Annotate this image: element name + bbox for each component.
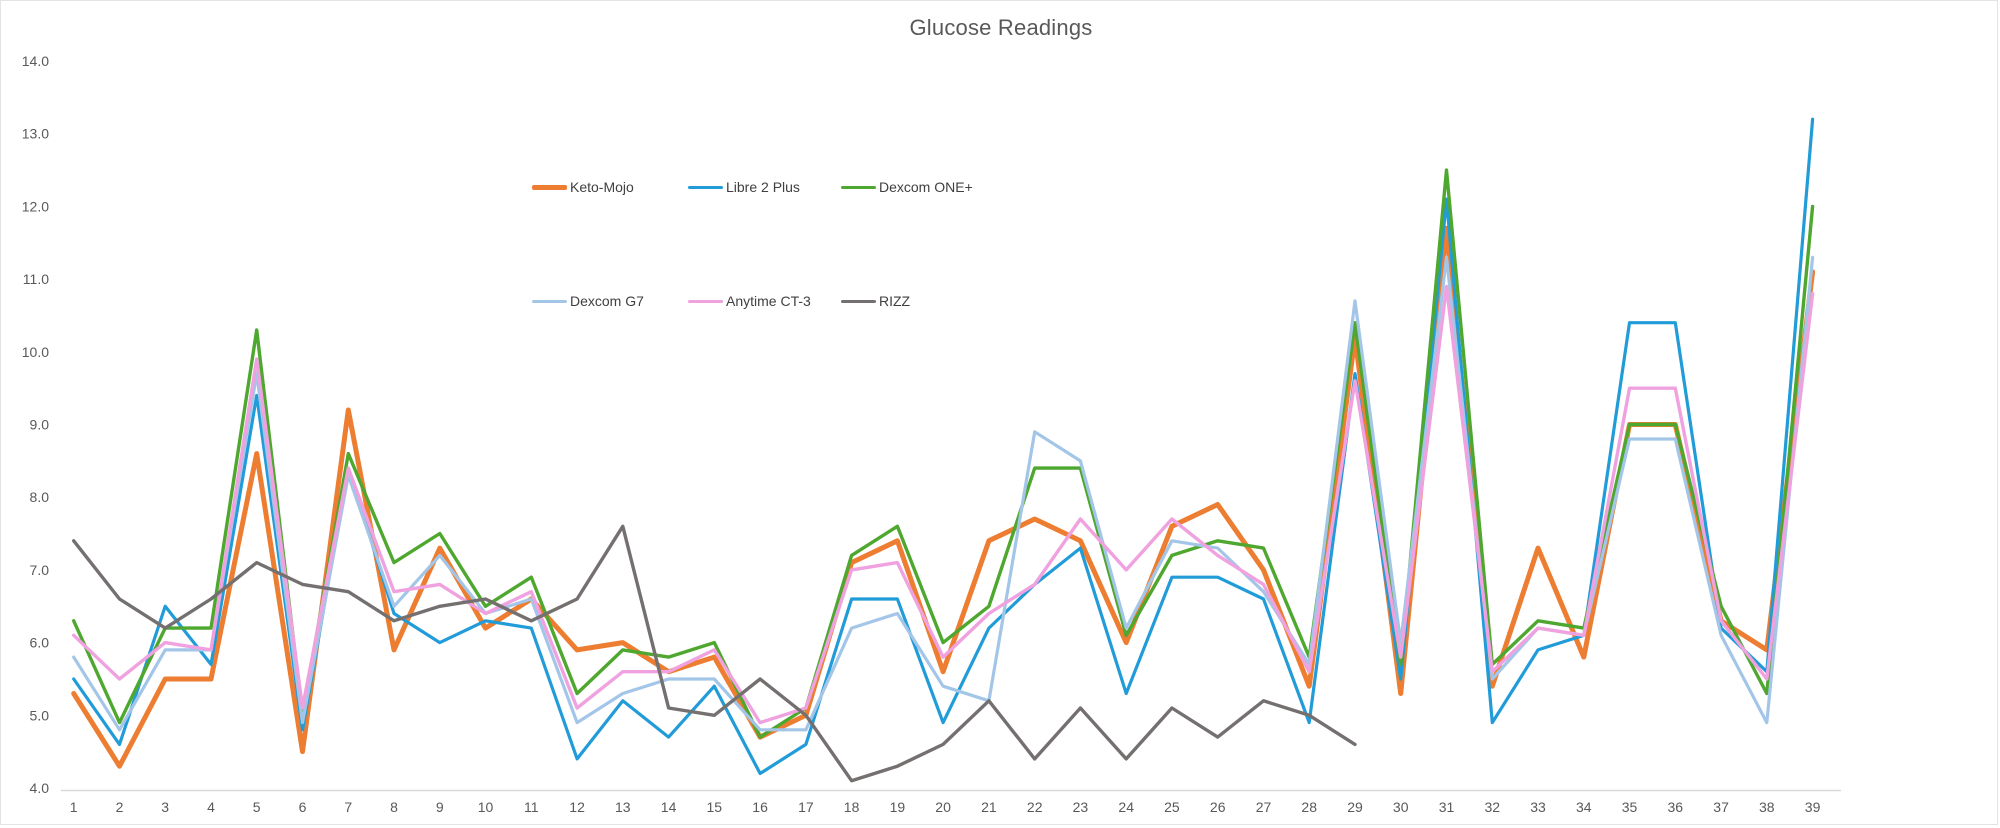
x-axis-tick-label: 8 (390, 799, 398, 815)
x-axis-tick-label: 37 (1713, 799, 1729, 815)
x-axis-tick-label: 34 (1576, 799, 1592, 815)
series-line-anytime-ct-3 (71, 284, 1815, 725)
x-axis-tick-label: 15 (707, 799, 723, 815)
x-axis-tick-label: 29 (1347, 799, 1363, 815)
y-axis-tick-label: 14.0 (22, 53, 49, 69)
x-axis-tick-label: 1 (70, 799, 78, 815)
legend-marker-libre-2-plus-line (688, 185, 723, 189)
x-axis-tick-label: 32 (1485, 799, 1501, 815)
x-axis-tick-label: 27 (1256, 799, 1272, 815)
x-axis-tick-label: 36 (1668, 799, 1684, 815)
x-axis-tick-label: 30 (1393, 799, 1409, 815)
x-axis-tick-label: 23 (1073, 799, 1089, 815)
x-axis-tick-label: 11 (524, 799, 539, 815)
y-axis-tick-label: 4.0 (30, 780, 50, 796)
series-line-dexcom-g7 (72, 255, 1815, 732)
x-axis-tick-label: 2 (116, 799, 124, 815)
y-axis-tick-label: 8.0 (30, 489, 50, 505)
legend-marker-keto-mojo-line (532, 184, 567, 190)
x-axis-tick-label: 9 (436, 799, 444, 815)
x-axis-tick-label: 35 (1622, 799, 1638, 815)
x-axis-tick-label: 10 (478, 799, 494, 815)
series-line-libre-2-plus (72, 117, 1815, 776)
legend-label-rizz: RIZZ (879, 293, 911, 309)
x-axis-tick-label: 5 (253, 799, 261, 815)
legend-label-dexcom-g7: Dexcom G7 (570, 293, 644, 309)
series-line-rizz (71, 524, 1357, 783)
x-axis-tick-label: 24 (1118, 799, 1134, 815)
legend-label-dexcom-one-plus: Dexcom ONE+ (879, 179, 973, 195)
x-axis-tick-label: 6 (299, 799, 307, 815)
y-axis-tick-label: 5.0 (30, 707, 50, 723)
y-axis-tick-label: 11.0 (23, 271, 49, 287)
legend-item-dexcom-g7: Dexcom G7 (532, 291, 644, 311)
y-axis-tick-label: 12.0 (22, 198, 49, 214)
legend-marker-dexcom-one-plus-line (841, 185, 876, 189)
series-line-dexcom-one (71, 168, 1815, 739)
legend-label-anytime-ct-3: Anytime CT-3 (726, 293, 811, 309)
legend-item-keto-mojo: Keto-Mojo (532, 177, 634, 197)
x-axis-tick-label: 12 (569, 799, 585, 815)
legend-marker-anytime-ct-3-line (688, 299, 723, 303)
x-axis-tick-label: 16 (752, 799, 768, 815)
x-axis-tick-label: 33 (1530, 799, 1546, 815)
x-axis-tick-label: 7 (344, 799, 352, 815)
x-axis-tick-label: 22 (1027, 799, 1043, 815)
x-axis-tick-label: 4 (207, 799, 215, 815)
x-axis-tick-label: 20 (935, 799, 951, 815)
y-axis-tick-label: 10.0 (22, 344, 49, 360)
legend-marker-dexcom-g7-line (532, 299, 567, 303)
x-axis-tick-label: 18 (844, 799, 860, 815)
x-axis-tick-label: 31 (1439, 799, 1455, 815)
legend-label-keto-mojo: Keto-Mojo (570, 179, 634, 195)
legend-label-libre-2-plus: Libre 2 Plus (726, 179, 800, 195)
x-axis-tick-label: 13 (615, 799, 631, 815)
x-axis-tick-label: 3 (161, 799, 169, 815)
legend-marker-rizz-line (841, 299, 876, 303)
chart-title: Glucose Readings (909, 15, 1093, 40)
x-axis-tick-label: 14 (661, 799, 677, 815)
legend-item-libre-2-plus: Libre 2 Plus (688, 177, 800, 197)
x-axis-tick-label: 19 (890, 799, 906, 815)
y-axis-tick-label: 7.0 (30, 562, 50, 578)
y-axis-tick-label: 9.0 (30, 417, 50, 433)
x-axis-tick-label: 17 (798, 799, 814, 815)
x-axis-tick-label: 28 (1301, 799, 1317, 815)
legend-item-dexcom-one-plus: Dexcom ONE+ (841, 177, 973, 197)
legend-item-rizz: RIZZ (841, 291, 910, 311)
x-axis-tick-label: 38 (1759, 799, 1775, 815)
y-axis-tick-label: 6.0 (30, 635, 50, 651)
x-axis-tick-label: 25 (1164, 799, 1180, 815)
x-axis-tick-label: 39 (1805, 799, 1821, 815)
legend-item-anytime-ct-3: Anytime CT-3 (688, 291, 811, 311)
x-axis-tick-label: 26 (1210, 799, 1226, 815)
y-axis-tick-label: 13.0 (22, 126, 49, 142)
x-axis-tick-label: 21 (981, 799, 997, 815)
